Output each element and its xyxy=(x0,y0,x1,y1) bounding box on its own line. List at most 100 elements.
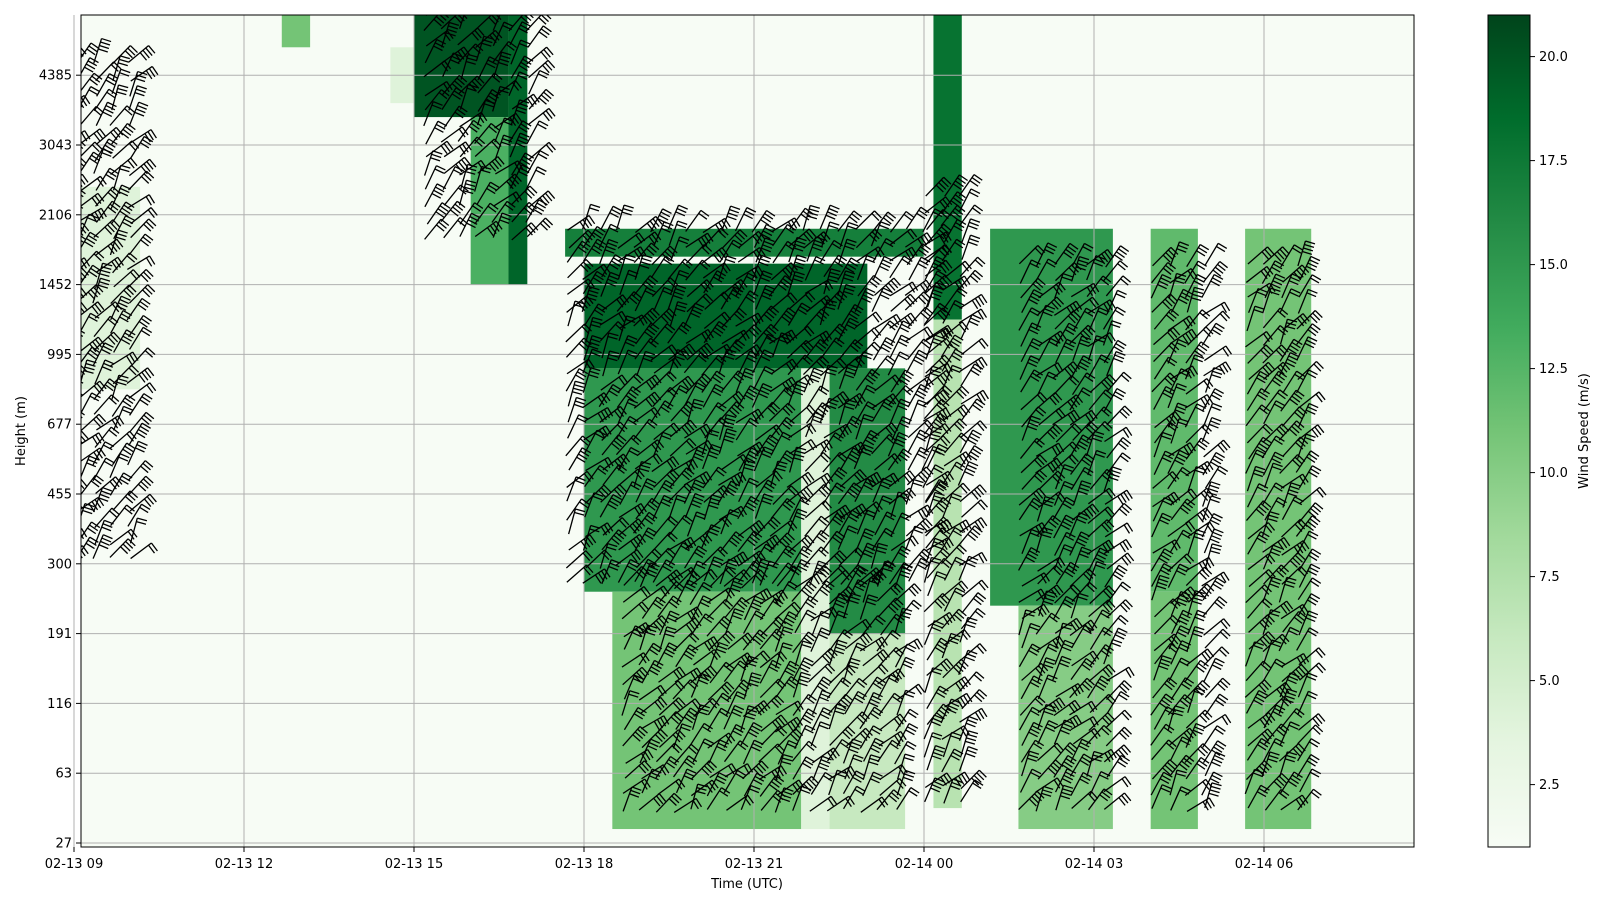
wind-barb xyxy=(721,329,750,345)
wind-barb xyxy=(602,350,620,377)
wind-barb xyxy=(1185,341,1210,364)
wind-barb xyxy=(1089,585,1116,605)
wind-barb xyxy=(925,369,953,387)
wind-barb xyxy=(1299,768,1322,793)
wind-barb xyxy=(1106,452,1131,475)
wind-barb xyxy=(1204,543,1222,570)
wind-barb xyxy=(959,517,988,533)
y-tick-label: 63 xyxy=(55,767,72,782)
wind-barb xyxy=(768,402,796,422)
wind-barb xyxy=(1088,599,1116,618)
x-tick-label: 02-13 09 xyxy=(45,857,103,872)
wind-barb xyxy=(567,259,594,279)
wind-barb xyxy=(958,715,979,742)
wind-barb xyxy=(1054,584,1081,604)
wind-barb xyxy=(846,565,869,590)
wind-barb xyxy=(810,627,831,652)
wind-barb xyxy=(1184,273,1207,299)
wind-barb xyxy=(658,666,686,683)
wind-barb xyxy=(820,337,845,360)
wind-barb xyxy=(871,398,895,422)
wind-barb xyxy=(636,350,656,377)
wind-barb xyxy=(11,320,38,336)
wind-barb xyxy=(440,15,468,30)
wind-barb xyxy=(890,491,909,518)
wind-barb xyxy=(923,620,944,645)
wind-barb xyxy=(1246,483,1269,508)
wind-barb xyxy=(129,70,148,97)
wind-barb xyxy=(9,143,36,158)
wind-barb xyxy=(1297,738,1321,762)
wind-barb xyxy=(1018,790,1045,811)
wind-barb xyxy=(1185,437,1210,460)
wind-barb xyxy=(1167,553,1195,572)
wind-barb xyxy=(1247,784,1270,809)
wind-barb xyxy=(859,706,884,730)
wind-barb xyxy=(25,227,52,240)
wind-barb xyxy=(129,517,148,544)
wind-barb xyxy=(770,460,788,487)
wind-barb xyxy=(81,128,107,144)
wind-barb xyxy=(1070,355,1093,379)
wind-barb xyxy=(1264,681,1293,699)
wind-barb xyxy=(1184,680,1211,700)
wind-barb xyxy=(723,723,746,748)
wind-barb xyxy=(1169,769,1187,796)
wind-barb xyxy=(725,608,745,634)
wind-barb xyxy=(1151,759,1178,780)
wind-barb xyxy=(1151,261,1177,284)
wind-barb xyxy=(896,769,916,796)
wind-barb xyxy=(1247,522,1276,540)
wind-barb xyxy=(639,738,661,764)
wind-barb xyxy=(737,230,766,249)
wind-barb xyxy=(842,592,861,619)
wind-barb xyxy=(11,248,34,270)
wind-barb xyxy=(788,446,807,473)
wind-barb xyxy=(1296,424,1325,442)
wind-barb xyxy=(870,221,891,247)
wind-barb xyxy=(896,753,915,780)
wind-barb xyxy=(1203,713,1232,730)
wind-barb xyxy=(566,476,586,502)
wind-barb xyxy=(896,723,919,747)
wind-barb xyxy=(721,205,741,231)
wind-barb xyxy=(1278,576,1297,603)
wind-barb xyxy=(788,422,817,439)
wind-barb xyxy=(776,728,804,748)
wind-barb xyxy=(1106,581,1131,604)
wind-barb xyxy=(961,499,989,518)
wind-barb xyxy=(1201,388,1224,412)
wind-barb xyxy=(599,238,619,265)
wind-barb xyxy=(803,546,829,567)
wind-barb xyxy=(92,486,113,513)
wind-barb xyxy=(508,71,529,96)
wind-barb xyxy=(943,587,966,612)
wind-barb xyxy=(862,771,883,797)
wind-barb xyxy=(1105,709,1132,729)
wind-barb xyxy=(723,704,745,730)
x-tick-label: 02-14 06 xyxy=(1235,857,1293,872)
wind-barb xyxy=(127,269,154,289)
wind-barb xyxy=(943,385,970,406)
wind-barb xyxy=(794,640,813,667)
wind-barb xyxy=(837,482,863,505)
wind-barb xyxy=(878,692,903,715)
wind-barb xyxy=(1297,360,1324,381)
wind-barb xyxy=(941,348,965,372)
wind-barb xyxy=(668,343,696,361)
wind-barb xyxy=(1204,677,1231,698)
wind-barb xyxy=(1169,268,1198,284)
wind-barb xyxy=(667,204,688,230)
wind-barb xyxy=(924,302,949,325)
wind-barb xyxy=(128,45,156,63)
wind-barb xyxy=(1263,772,1290,793)
wind-barb xyxy=(1068,511,1089,537)
wind-barb xyxy=(126,297,151,321)
wind-barb xyxy=(528,59,556,79)
wind-barb xyxy=(853,351,873,377)
wind-barb xyxy=(842,770,866,794)
wind-barb xyxy=(922,464,945,488)
wind-barb xyxy=(844,690,867,715)
wind-barb xyxy=(940,698,961,724)
wind-barb xyxy=(1248,361,1276,381)
